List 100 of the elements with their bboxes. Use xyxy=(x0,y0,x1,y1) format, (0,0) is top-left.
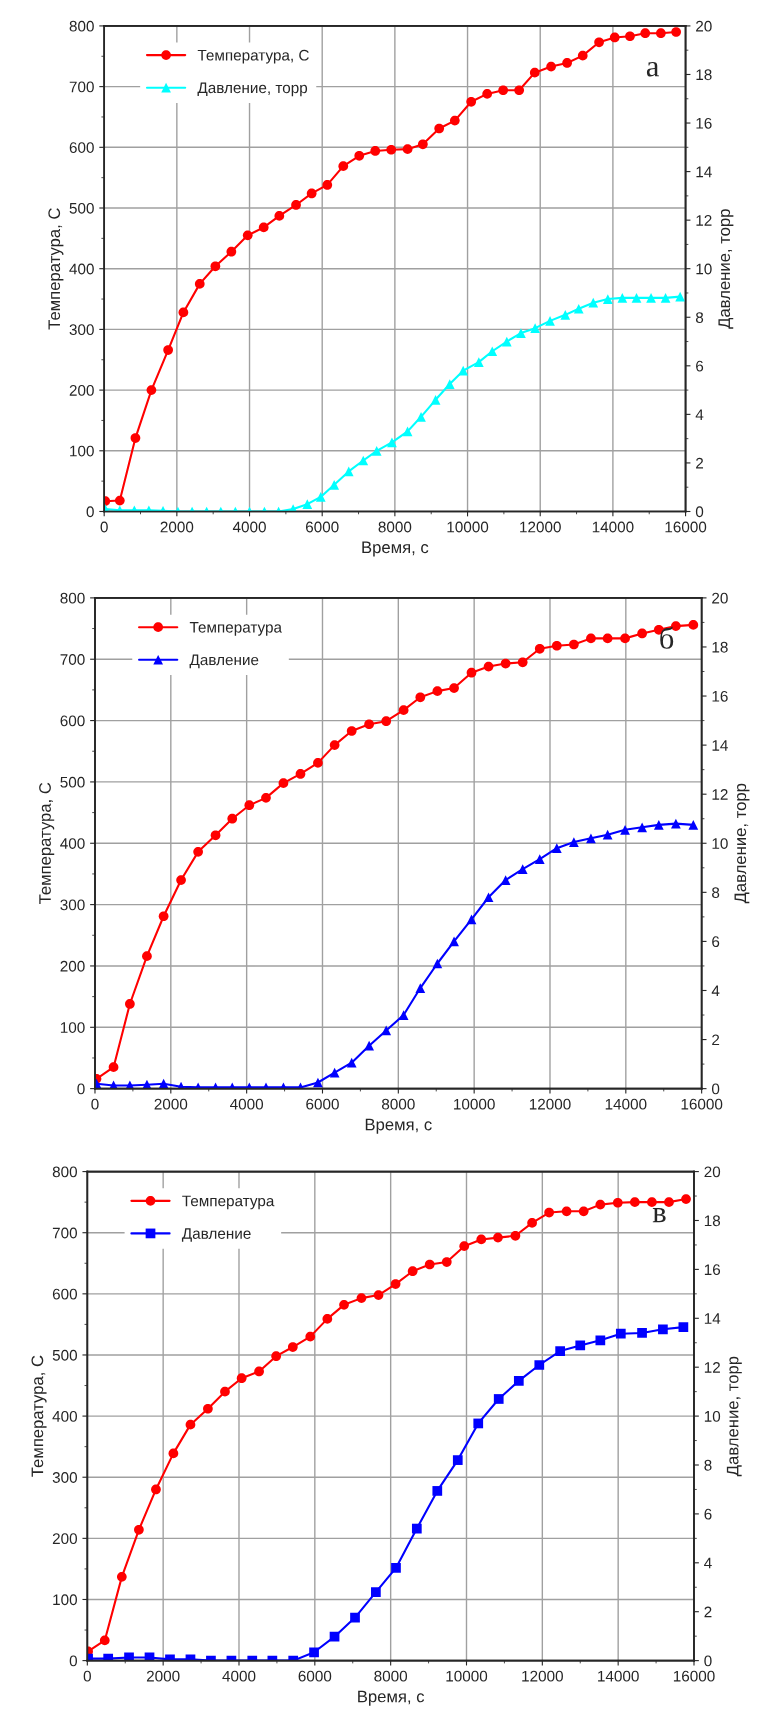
point xyxy=(271,1351,282,1362)
point xyxy=(116,1572,127,1582)
point xyxy=(103,1653,114,1661)
y-tick-label: 100 xyxy=(53,1594,78,1606)
y2-axis-title: Давление, торр xyxy=(718,209,734,329)
point xyxy=(306,188,317,199)
point xyxy=(575,1340,586,1351)
x-tick-label: 14000 xyxy=(598,1670,639,1682)
point xyxy=(108,1062,119,1073)
y2-tick-label: 4 xyxy=(704,1557,712,1569)
point xyxy=(501,336,512,347)
point xyxy=(329,479,340,490)
point xyxy=(545,316,555,326)
point xyxy=(226,246,237,257)
point xyxy=(444,379,455,389)
point xyxy=(416,411,426,422)
point xyxy=(287,1342,298,1352)
point xyxy=(646,292,656,303)
point xyxy=(459,1241,470,1252)
point xyxy=(530,323,540,334)
point xyxy=(430,394,441,405)
x-tick-label: 4000 xyxy=(222,1670,256,1682)
point xyxy=(620,824,630,835)
y2-tick-label: 8 xyxy=(704,1459,712,1471)
point xyxy=(586,633,596,644)
y2-axis-title: Давление, торр xyxy=(734,783,750,904)
y-tick-label: 0 xyxy=(86,506,94,518)
y2-tick-label: 0 xyxy=(711,1083,720,1095)
point xyxy=(434,123,445,134)
point xyxy=(513,1376,524,1386)
point xyxy=(125,999,135,1009)
point xyxy=(612,1197,623,1208)
x-tick-label: 14000 xyxy=(592,521,634,533)
point xyxy=(329,740,340,750)
y-tick-label: 0 xyxy=(77,1083,85,1095)
point xyxy=(483,892,494,903)
point xyxy=(124,1652,134,1661)
point xyxy=(514,85,525,96)
point xyxy=(483,661,494,672)
y-tick-label: 400 xyxy=(52,1410,78,1422)
y-tick-label: 100 xyxy=(60,1022,85,1033)
point xyxy=(544,1207,555,1218)
y-tick-label: 800 xyxy=(69,20,94,32)
y2-axis-title: Давление, торр xyxy=(726,1356,742,1477)
y-tick-label: 100 xyxy=(70,445,94,457)
point xyxy=(476,1234,487,1245)
point xyxy=(615,1328,626,1339)
point xyxy=(586,833,596,844)
point xyxy=(203,1403,213,1414)
x-tick-label: 10000 xyxy=(454,1098,495,1110)
y-tick-label: 400 xyxy=(69,263,94,275)
point xyxy=(242,230,253,241)
point xyxy=(417,139,428,150)
point xyxy=(373,1290,384,1300)
x-tick-label: 6000 xyxy=(306,1098,339,1110)
point xyxy=(346,1057,357,1068)
x-tick-label: 16000 xyxy=(673,1670,715,1682)
point xyxy=(458,365,469,376)
point xyxy=(534,854,545,865)
x-tick-label: 16000 xyxy=(665,521,707,533)
point xyxy=(322,180,333,190)
point xyxy=(449,936,459,947)
point xyxy=(364,1040,374,1051)
point xyxy=(562,58,572,68)
point xyxy=(688,820,699,830)
x-tick-label: 8000 xyxy=(381,1098,415,1110)
point xyxy=(130,433,141,443)
point xyxy=(381,1025,392,1036)
y-tick-label: 300 xyxy=(60,899,85,911)
y2-tick-label: 2 xyxy=(696,457,704,469)
x-tick-label: 12000 xyxy=(520,521,561,533)
x-tick-label: 6000 xyxy=(305,521,339,533)
point xyxy=(178,307,189,318)
y2-tick-label: 2 xyxy=(712,1034,720,1046)
y2-tick-label: 18 xyxy=(696,69,712,81)
point xyxy=(220,1386,230,1397)
point xyxy=(466,667,477,678)
point xyxy=(555,1346,566,1356)
point xyxy=(637,822,647,833)
point xyxy=(390,1279,401,1289)
y-axis-title: Температура, С xyxy=(48,208,64,330)
y-tick-label: 500 xyxy=(52,1349,78,1361)
point xyxy=(594,37,604,48)
point xyxy=(151,1484,161,1495)
point xyxy=(194,279,205,289)
point xyxy=(498,85,509,96)
y-axis-title: Температура, С xyxy=(39,782,55,904)
point xyxy=(371,445,382,456)
y2-tick-label: 4 xyxy=(695,409,704,420)
point xyxy=(560,309,571,320)
y-tick-label: 700 xyxy=(52,1227,78,1239)
x-tick-label: 16000 xyxy=(681,1098,723,1110)
point xyxy=(500,875,511,885)
point xyxy=(578,1206,589,1217)
point xyxy=(134,1524,144,1535)
point xyxy=(415,692,426,703)
annotation: б xyxy=(660,626,674,649)
point xyxy=(588,297,599,308)
point xyxy=(602,829,613,840)
x-axis-title: Время, с xyxy=(365,1118,432,1134)
